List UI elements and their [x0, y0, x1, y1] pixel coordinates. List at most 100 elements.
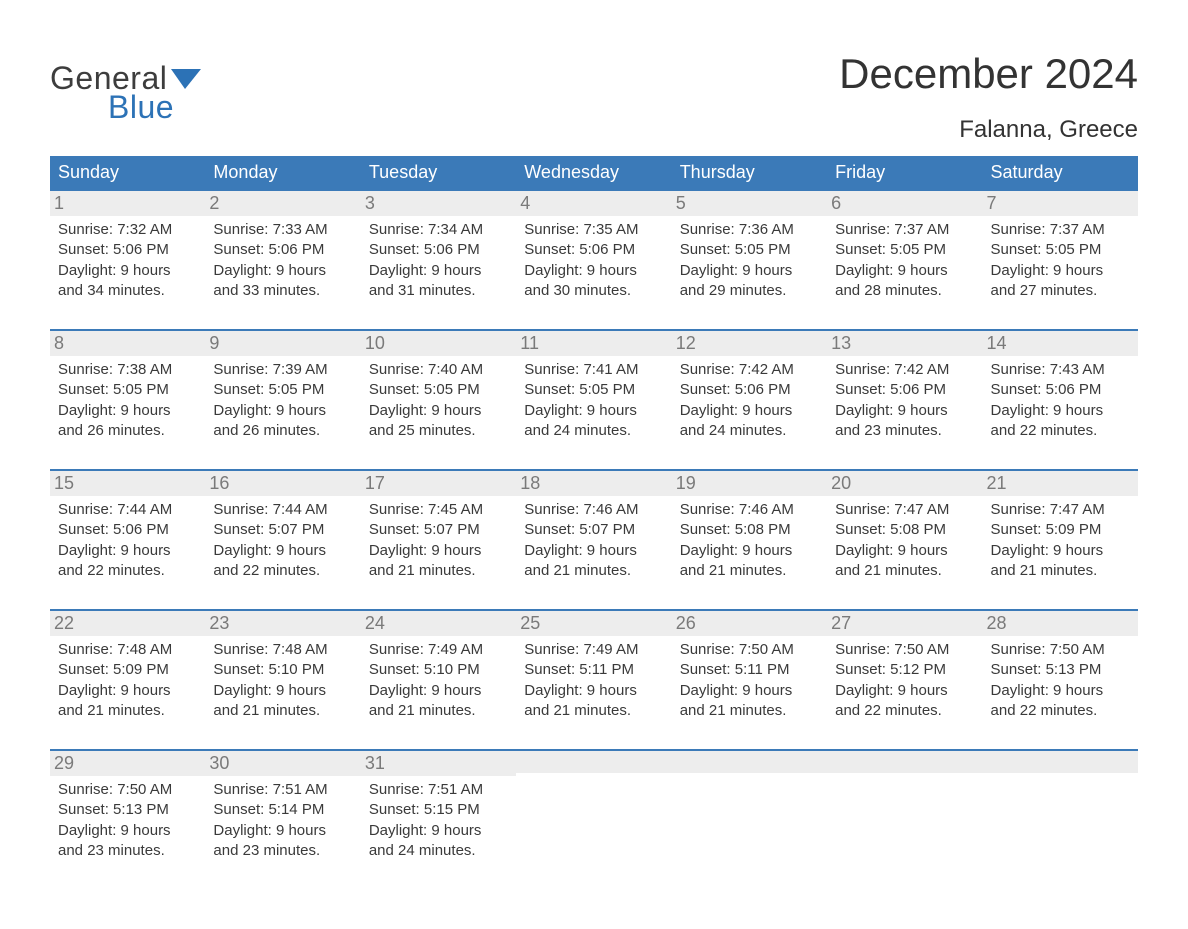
day-number-bar: 29	[50, 749, 205, 776]
day-cell-inner: 28Sunrise: 7:50 AMSunset: 5:13 PMDayligh…	[983, 609, 1138, 749]
day-sunrise-text: Sunrise: 7:36 AM	[680, 220, 819, 240]
day-info: Sunrise: 7:49 AMSunset: 5:10 PMDaylight:…	[369, 640, 508, 721]
calendar-day-cell: 19Sunrise: 7:46 AMSunset: 5:08 PMDayligh…	[672, 469, 827, 609]
calendar-day-cell: 28Sunrise: 7:50 AMSunset: 5:13 PMDayligh…	[983, 609, 1138, 749]
day-day2-text: and 21 minutes.	[213, 701, 352, 721]
day-number-bar: 1	[50, 189, 205, 216]
day-number: 26	[676, 613, 696, 633]
calendar-week-row: 29Sunrise: 7:50 AMSunset: 5:13 PMDayligh…	[50, 749, 1138, 889]
day-info: Sunrise: 7:35 AMSunset: 5:06 PMDaylight:…	[524, 220, 663, 301]
day-sunrise-text: Sunrise: 7:48 AM	[58, 640, 197, 660]
calendar-day-cell: 5Sunrise: 7:36 AMSunset: 5:05 PMDaylight…	[672, 189, 827, 329]
day-number: 22	[54, 613, 74, 633]
day-number-bar: 27	[827, 609, 982, 636]
day-number: 25	[520, 613, 540, 633]
day-number-bar: 12	[672, 329, 827, 356]
calendar-table: SundayMondayTuesdayWednesdayThursdayFrid…	[50, 156, 1138, 889]
day-day1-text: Daylight: 9 hours	[991, 541, 1130, 561]
empty-day-bar	[827, 749, 982, 773]
day-sunrise-text: Sunrise: 7:32 AM	[58, 220, 197, 240]
calendar-day-cell: 31Sunrise: 7:51 AMSunset: 5:15 PMDayligh…	[361, 749, 516, 889]
day-cell-inner: 27Sunrise: 7:50 AMSunset: 5:12 PMDayligh…	[827, 609, 982, 749]
day-number-bar: 21	[983, 469, 1138, 496]
day-sunset-text: Sunset: 5:06 PM	[680, 380, 819, 400]
day-number-bar: 23	[205, 609, 360, 636]
day-cell-inner: 2Sunrise: 7:33 AMSunset: 5:06 PMDaylight…	[205, 189, 360, 329]
day-sunrise-text: Sunrise: 7:41 AM	[524, 360, 663, 380]
day-sunrise-text: Sunrise: 7:43 AM	[991, 360, 1130, 380]
day-day1-text: Daylight: 9 hours	[213, 821, 352, 841]
day-day1-text: Daylight: 9 hours	[58, 401, 197, 421]
day-info: Sunrise: 7:42 AMSunset: 5:06 PMDaylight:…	[680, 360, 819, 441]
day-info: Sunrise: 7:43 AMSunset: 5:06 PMDaylight:…	[991, 360, 1130, 441]
day-sunrise-text: Sunrise: 7:37 AM	[835, 220, 974, 240]
day-cell-inner: 23 Sunrise: 7:48 AMSunset: 5:10 PMDayligh…	[205, 609, 360, 749]
day-day2-text: and 22 minutes.	[835, 701, 974, 721]
day-day2-text: and 21 minutes.	[680, 561, 819, 581]
day-number-bar: 30	[205, 749, 360, 776]
day-number-bar: 13	[827, 329, 982, 356]
calendar-empty-cell	[516, 749, 671, 889]
day-cell-inner: 18Sunrise: 7:46 AMSunset: 5:07 PMDayligh…	[516, 469, 671, 609]
day-day2-text: and 21 minutes.	[524, 561, 663, 581]
day-info: Sunrise: 7:46 AMSunset: 5:08 PMDaylight:…	[680, 500, 819, 581]
day-cell-inner: 26Sunrise: 7:50 AMSunset: 5:11 PMDayligh…	[672, 609, 827, 749]
day-day2-text: and 22 minutes.	[213, 561, 352, 581]
day-number-bar: 17	[361, 469, 516, 496]
day-sunrise-text: Sunrise: 7:46 AM	[524, 500, 663, 520]
day-sunset-text: Sunset: 5:05 PM	[524, 380, 663, 400]
day-number: 14	[987, 333, 1007, 353]
day-number: 30	[209, 753, 229, 773]
logo-word-blue: Blue	[108, 89, 174, 126]
day-number-bar: 10	[361, 329, 516, 356]
day-number: 7	[987, 193, 997, 213]
calendar-day-cell: 4Sunrise: 7:35 AMSunset: 5:06 PMDaylight…	[516, 189, 671, 329]
calendar-empty-cell	[672, 749, 827, 889]
day-info: Sunrise: 7:48 AMSunset: 5:10 PMDaylight:…	[213, 640, 352, 721]
day-info: Sunrise: 7:47 AMSunset: 5:09 PMDaylight:…	[991, 500, 1130, 581]
day-info: Sunrise: 7:38 AMSunset: 5:05 PMDaylight:…	[58, 360, 197, 441]
day-number: 29	[54, 753, 74, 773]
day-day2-text: and 24 minutes.	[369, 841, 508, 861]
day-sunrise-text: Sunrise: 7:35 AM	[524, 220, 663, 240]
day-day1-text: Daylight: 9 hours	[835, 261, 974, 281]
calendar-page: General Blue December 2024 Falanna, Gree…	[0, 0, 1188, 929]
day-cell-inner: 19Sunrise: 7:46 AMSunset: 5:08 PMDayligh…	[672, 469, 827, 609]
calendar-day-cell: 1Sunrise: 7:32 AMSunset: 5:06 PMDaylight…	[50, 189, 205, 329]
day-cell-inner: 5Sunrise: 7:36 AMSunset: 5:05 PMDaylight…	[672, 189, 827, 329]
day-day1-text: Daylight: 9 hours	[991, 681, 1130, 701]
day-day1-text: Daylight: 9 hours	[524, 541, 663, 561]
day-number: 17	[365, 473, 385, 493]
day-day1-text: Daylight: 9 hours	[213, 541, 352, 561]
day-sunrise-text: Sunrise: 7:48 AM	[213, 640, 352, 660]
calendar-empty-cell	[983, 749, 1138, 889]
calendar-day-cell: 10Sunrise: 7:40 AMSunset: 5:05 PMDayligh…	[361, 329, 516, 469]
day-number-bar: 11	[516, 329, 671, 356]
calendar-day-cell: 20Sunrise: 7:47 AMSunset: 5:08 PMDayligh…	[827, 469, 982, 609]
day-number: 11	[520, 333, 539, 353]
day-number-bar: 9	[205, 329, 360, 356]
day-sunrise-text: Sunrise: 7:46 AM	[680, 500, 819, 520]
calendar-day-cell: 17Sunrise: 7:45 AMSunset: 5:07 PMDayligh…	[361, 469, 516, 609]
day-sunrise-text: Sunrise: 7:51 AM	[213, 780, 352, 800]
day-number-bar: 15	[50, 469, 205, 496]
day-number: 31	[365, 753, 385, 773]
day-cell-inner: 24Sunrise: 7:49 AMSunset: 5:10 PMDayligh…	[361, 609, 516, 749]
day-day1-text: Daylight: 9 hours	[369, 541, 508, 561]
day-number: 8	[54, 333, 64, 353]
day-day1-text: Daylight: 9 hours	[213, 261, 352, 281]
day-number: 23	[209, 613, 229, 633]
calendar-body: 1Sunrise: 7:32 AMSunset: 5:06 PMDaylight…	[50, 189, 1138, 889]
day-day2-text: and 22 minutes.	[991, 701, 1130, 721]
day-day2-text: and 28 minutes.	[835, 281, 974, 301]
day-number-bar: 2	[205, 189, 360, 216]
day-cell-inner: 30Sunrise: 7:51 AMSunset: 5:14 PMDayligh…	[205, 749, 360, 889]
day-sunset-text: Sunset: 5:06 PM	[213, 240, 352, 260]
calendar-day-cell: 12 Sunrise: 7:42 AMSunset: 5:06 PMDayligh…	[672, 329, 827, 469]
calendar-day-cell: 15Sunrise: 7:44 AMSunset: 5:06 PMDayligh…	[50, 469, 205, 609]
day-sunrise-text: Sunrise: 7:47 AM	[991, 500, 1130, 520]
location-label: Falanna, Greece	[839, 116, 1138, 144]
day-cell-inner: 29Sunrise: 7:50 AMSunset: 5:13 PMDayligh…	[50, 749, 205, 889]
empty-day-bar	[516, 749, 671, 773]
day-cell-inner: 22Sunrise: 7:48 AMSunset: 5:09 PMDayligh…	[50, 609, 205, 749]
